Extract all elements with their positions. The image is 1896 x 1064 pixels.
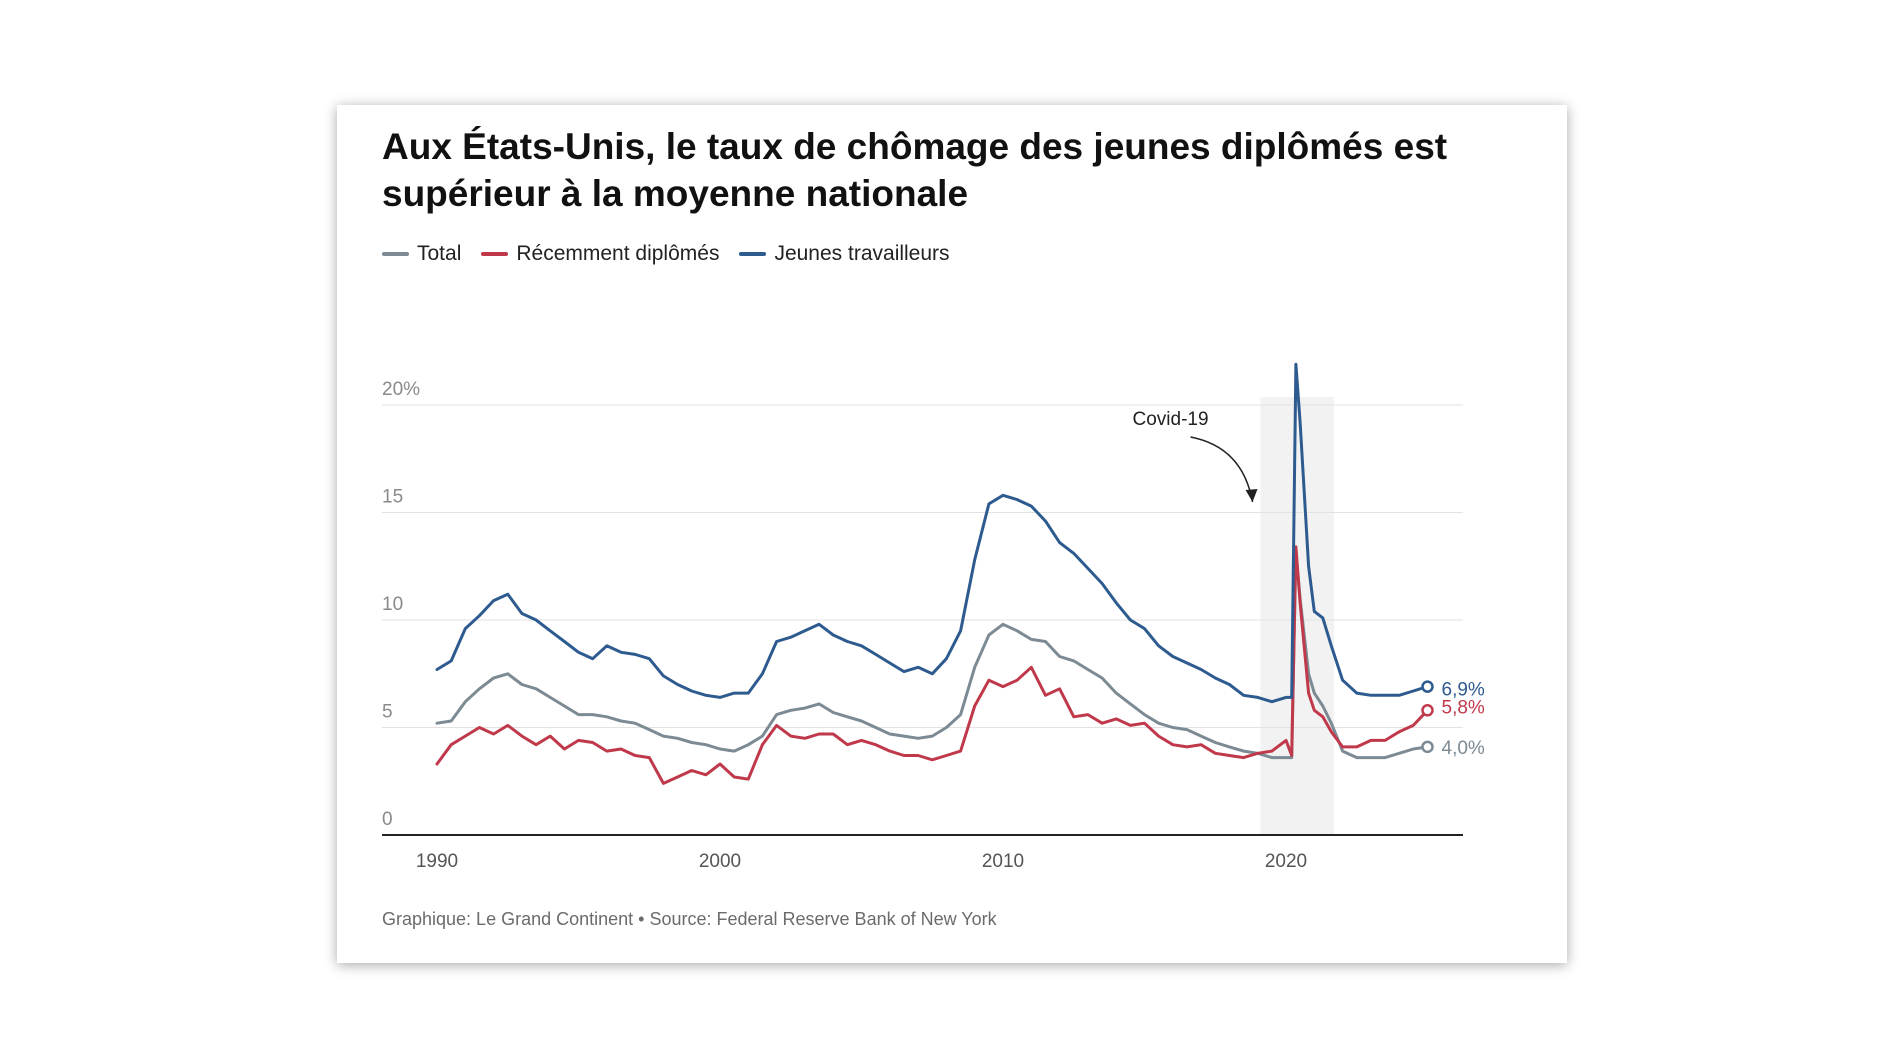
series-end-label-total: 4,0% — [1442, 738, 1485, 759]
covid-annotation-arrow — [1190, 436, 1254, 503]
chart-card: Aux États-Unis, le taux de chômage des j… — [337, 105, 1567, 963]
y-tick-label-15: 15 — [382, 487, 403, 508]
y-tick-label-10: 10 — [382, 594, 403, 615]
y-tick-label-0: 0 — [382, 809, 393, 830]
legend-swatch-total — [382, 252, 409, 256]
x-tick-label-2010: 2010 — [982, 851, 1024, 872]
x-tick-label-2000: 2000 — [699, 851, 741, 872]
x-tick-label-1990: 1990 — [416, 851, 458, 872]
y-tick-label-20: 20% — [382, 379, 420, 400]
series-end-label-r-cemment-dipl-m-s: 5,8% — [1442, 697, 1485, 718]
series-end-point-r-cemment-dipl-m-s — [1421, 704, 1434, 717]
series-line-r-cemment-dipl-m-s — [435, 545, 1429, 785]
legend-item-recent-graduates: Récemment diplômés — [481, 242, 719, 266]
legend-swatch-young-workers — [739, 252, 767, 256]
line-chart: 0 5 10 15 20% 1990 2000 2010 2020 Covid-19 4,0% 5,8… — [382, 362, 1485, 872]
y-tick-label-5: 5 — [382, 702, 393, 723]
series-line-jeunes-travailleurs — [435, 362, 1429, 704]
legend-item-young-workers: Jeunes travailleurs — [739, 242, 950, 266]
source-caption: Graphique: Le Grand Continent • Source: … — [382, 909, 997, 929]
legend-item-total: Total — [382, 242, 461, 266]
series-end-point-total — [1421, 740, 1434, 754]
series-end-label-jeunes-travailleurs: 6,9% — [1442, 680, 1485, 701]
legend-label-recent-graduates: Récemment diplômés — [516, 242, 720, 265]
series-end-point-jeunes-travailleurs — [1421, 680, 1434, 693]
covid-shading — [1260, 397, 1335, 835]
covid-annotation-arrowhead — [1245, 489, 1258, 502]
x-tick-label-2020: 2020 — [1265, 851, 1307, 872]
legend-label-young-workers: Jeunes travailleurs — [774, 242, 950, 265]
legend: Total Récemment diplômés Jeunes travaill… — [382, 242, 970, 266]
legend-label-total: Total — [417, 242, 462, 265]
legend-swatch-recent-graduates — [481, 252, 509, 256]
chart-title: Aux États-Unis, le taux de chômage des j… — [382, 126, 1448, 214]
covid-annotation-label: Covid-19 — [1133, 409, 1209, 430]
